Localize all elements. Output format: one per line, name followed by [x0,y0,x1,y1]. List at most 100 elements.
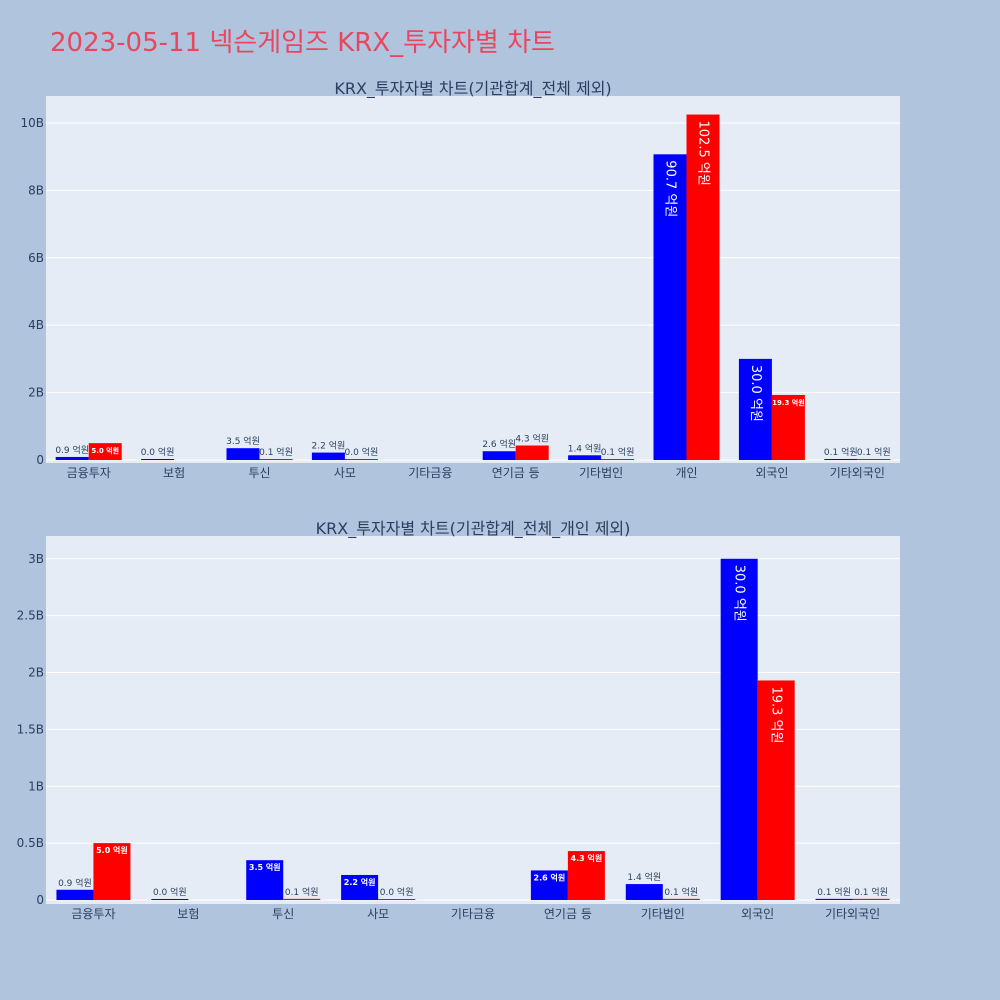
x-tick-label: 금융투자 [71,907,115,921]
bar-sell [662,898,700,900]
bar-sell [771,394,805,460]
chart-1: 0 2B 4B 6B 8B 10B KRX_투자자별 차트(기관합계_전체 제외) 금융투자 0… [20,79,900,480]
x-tick-label: 기타법인 [641,907,685,921]
bar-value-label: 4.3 억원 [571,853,603,863]
x-tick-label: 사모 [367,907,389,921]
bar-value-label: 5.0 억원 [96,845,128,855]
bar-buy [246,860,284,900]
bar-value-label: 3.5 억원 [249,862,281,872]
y-tick-label: 0 [36,893,44,907]
bar-sell [93,843,131,900]
y-tick-label: 3B [28,552,44,566]
y-tick-label: 8B [28,183,44,197]
bar-value-label: 0.1 억원 [817,886,851,898]
bar-value-label: 0.1 억원 [285,886,319,898]
bar-buy [341,874,379,900]
bar-value-label: 0.0 억원 [141,446,175,458]
bar-value-label: 2.6 억원 [482,438,516,450]
bar-sell [283,898,321,900]
bar-sell [515,445,549,460]
bar-sell [757,680,795,900]
bar-value-label: 30.0 억원 [748,365,763,422]
bar-value-label: 0.1 억원 [824,446,858,458]
bar-value-label: 90.7 억원 [663,160,678,217]
y-tick-label: 0.5B [17,836,44,850]
bar-value-label: 0.0 억원 [380,886,414,898]
bar-sell [857,459,891,460]
y-tick-label: 2.5B [17,609,44,623]
bar-sell [567,851,605,900]
bar-buy [738,358,772,460]
bar-buy [815,898,853,900]
bar-value-label: 3.5 억원 [226,435,260,447]
x-tick-label: 투신 [272,907,294,921]
x-tick-label: 연기금 등 [544,907,592,921]
x-tick-label: 기타외국인 [825,907,880,921]
bar-value-label: 102.5 억원 [696,121,711,186]
bar-value-label: 0.1 억원 [601,446,635,458]
bar-value-label: 5.0 억원 [91,446,119,455]
bar-value-label: 2.6 억원 [534,872,566,882]
x-tick-label: 기타금융 [451,907,495,921]
bar-sell [686,114,720,460]
x-tick-label: 사모 [334,466,356,480]
bar-value-label: 0.0 억원 [345,446,379,458]
bar-value-label: 0.1 억원 [259,446,293,458]
bar-sell [852,898,890,900]
y-tick-label: 1B [28,779,44,793]
bar-sell [378,899,416,900]
x-tick-label: 연기금 등 [492,466,540,480]
bar-buy [625,884,663,900]
bar-buy [55,456,89,460]
chart-title: KRX_투자자별 차트(기관합계_전체_개인 제외) [316,519,631,539]
y-tick-label: 0 [36,453,44,467]
x-tick-label: 외국인 [755,466,788,480]
bar-buy [530,870,568,900]
x-tick-label: 기타법인 [579,466,623,480]
bar-sell [344,459,378,460]
bar-buy [56,889,94,900]
chart-title: KRX_투자자별 차트(기관합계_전체 제외) [334,79,611,99]
bar-value-label: 4.3 억원 [515,433,549,445]
y-tick-label: 6B [28,251,44,265]
y-tick-label: 2B [28,666,44,680]
bar-value-label: 0.9 억원 [55,444,89,456]
bar-value-label: 2.2 억원 [312,440,346,452]
x-tick-label: 개인 [675,466,697,480]
bar-buy [482,451,516,460]
x-tick-label: 보험 [177,907,199,921]
page-title: 2023-05-11 넥슨게임즈 KRX_투자자별 차트 [50,28,555,58]
bar-value-label: 0.1 억원 [857,446,891,458]
bar-buy [141,459,175,460]
bar-value-label: 0.1 억원 [854,886,888,898]
bar-value-label: 1.4 억원 [627,871,661,883]
y-tick-label: 1.5B [17,722,44,736]
x-tick-label: 기타외국인 [830,466,885,480]
bar-sell [88,443,122,460]
bar-value-label: 19.3 억원 [772,398,805,407]
bar-buy [568,455,602,460]
bar-buy [653,154,687,460]
bar-value-label: 19.3 억원 [769,686,784,743]
x-tick-label: 외국인 [741,907,774,921]
bar-value-label: 2.2 억원 [344,877,376,887]
y-tick-label: 2B [28,386,44,400]
x-tick-label: 기타금융 [408,466,452,480]
x-tick-label: 보험 [163,466,185,480]
bar-value-label: 1.4 억원 [568,442,602,454]
bar-buy [226,448,260,460]
bar-buy [151,899,189,900]
chart-2: 0 0.5B 1B 1.5B 2B 2.5B 3B KRX_투자자별 차트(기관합계_전체_개… [17,519,900,921]
bar-buy [824,459,858,460]
bar-buy [720,558,758,900]
bar-value-label: 0.9 억원 [58,877,92,889]
bar-sell [601,459,635,460]
bar-value-label: 30.0 억원 [732,565,747,622]
bar-sell [259,459,293,460]
bar-value-label: 0.0 억원 [153,886,187,898]
bar-buy [311,452,345,460]
y-tick-label: 10B [20,116,44,130]
x-tick-label: 투신 [248,466,270,480]
bar-value-label: 0.1 억원 [664,886,698,898]
